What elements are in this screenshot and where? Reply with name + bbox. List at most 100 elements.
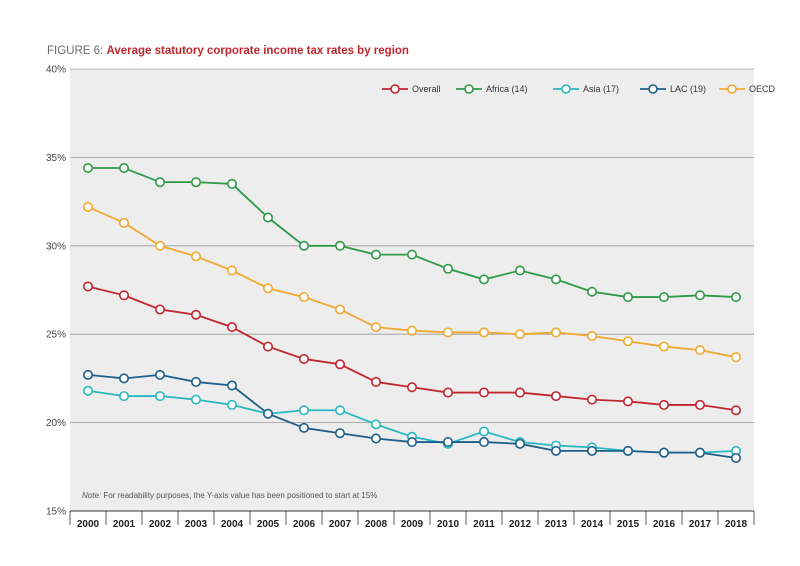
data-point [119,290,130,301]
data-point [298,292,309,303]
data-point [694,290,705,301]
data-point [370,419,381,430]
x-axis: 2000 2001 2002 2003 2004 2005 2006 2007 2008 2009… [69,510,755,530]
legend-label: Asia (17) [583,84,619,94]
y-tick-label: 30% [46,241,66,252]
legend-marker [390,84,400,94]
y-tick-label: 25% [46,330,66,341]
legend-item-africa-14: Africa (14) [456,84,528,94]
data-point [478,426,489,437]
data-point [119,163,130,174]
x-tick-label: 2012 [509,519,532,530]
data-point [155,391,166,402]
y-tick-label: 15% [46,507,66,518]
data-point [478,274,489,285]
data-point [83,385,94,396]
x-tick-label: 2010 [437,519,460,530]
y-tick-label: 20% [46,418,66,429]
legend-item-overall: Overall [382,84,441,94]
x-tick-label: 2011 [473,519,495,530]
data-point [514,265,525,276]
x-tick-label: 2013 [545,519,568,530]
legend-item-lac-19: LAC (19) [640,84,706,94]
data-point [730,405,741,416]
x-tick-label: 2003 [185,519,208,530]
data-point [370,249,381,260]
data-point [406,382,417,393]
figure-label: FIGURE 6: [47,45,103,57]
x-tick-label: 2016 [653,519,676,530]
data-point [694,345,705,356]
data-point [298,422,309,433]
data-point [586,394,597,405]
chart-note: Note: For readability purposes, the Y-ax… [82,491,377,500]
data-point [730,452,741,463]
legend-item-asia-17: Asia (17) [553,84,619,94]
data-point [262,341,273,352]
data-point [262,408,273,419]
data-point [370,376,381,387]
series-lines [83,163,741,463]
data-point [550,445,561,456]
data-point [227,380,238,391]
series-overall [83,281,741,416]
data-point [191,309,202,320]
legend-item-oecd: OECD [719,84,776,94]
legend-label: Overall [412,84,441,94]
note-label: Note: [82,491,101,500]
data-point [730,292,741,303]
series-lac-19 [83,369,741,463]
data-point [514,329,525,340]
data-point [622,292,633,303]
data-point [442,437,453,448]
x-tick-label: 2007 [329,519,352,530]
legend-label: LAC (19) [670,84,706,94]
data-point [191,376,202,387]
legend-label: OECD [749,84,776,94]
data-point [155,369,166,380]
data-point [442,263,453,274]
data-point [406,437,417,448]
legend: Overall Africa (14) Asia (17) LAC (19) OECD [382,84,776,94]
legend-marker [464,84,474,94]
data-point [83,201,94,212]
x-tick-label: 2014 [581,519,604,530]
y-axis: 15% 20% 25% 30% 35% 40% [46,65,66,518]
note-text: For readability purposes, the Y-axis val… [103,491,377,500]
x-tick-label: 2002 [149,519,172,530]
data-point [298,353,309,364]
data-point [155,304,166,315]
data-point [334,405,345,416]
data-point [83,163,94,174]
figure-title: FIGURE 6: Average statutory corporate in… [47,45,409,57]
data-point [622,336,633,347]
data-point [658,399,669,410]
x-tick-label: 2005 [257,519,280,530]
x-tick-label: 2015 [617,519,640,530]
data-point [730,352,741,363]
data-point [658,292,669,303]
data-point [550,391,561,402]
data-point [298,240,309,251]
data-point [406,249,417,260]
data-point [191,251,202,262]
series-oecd [83,201,741,363]
data-point [694,399,705,410]
x-tick-label: 2001 [113,519,136,530]
data-point [658,341,669,352]
x-tick-label: 2009 [401,519,424,530]
data-point [227,178,238,189]
data-point [586,330,597,341]
legend-marker [727,84,737,94]
chart-title: Average statutory corporate income tax r… [106,45,409,57]
data-point [227,322,238,333]
data-point [191,177,202,188]
legend-marker [648,84,658,94]
data-point [262,283,273,294]
data-point [227,265,238,276]
x-tick-label: 2000 [77,519,100,530]
data-point [334,359,345,370]
x-tick-label: 2008 [365,519,388,530]
data-point [586,445,597,456]
